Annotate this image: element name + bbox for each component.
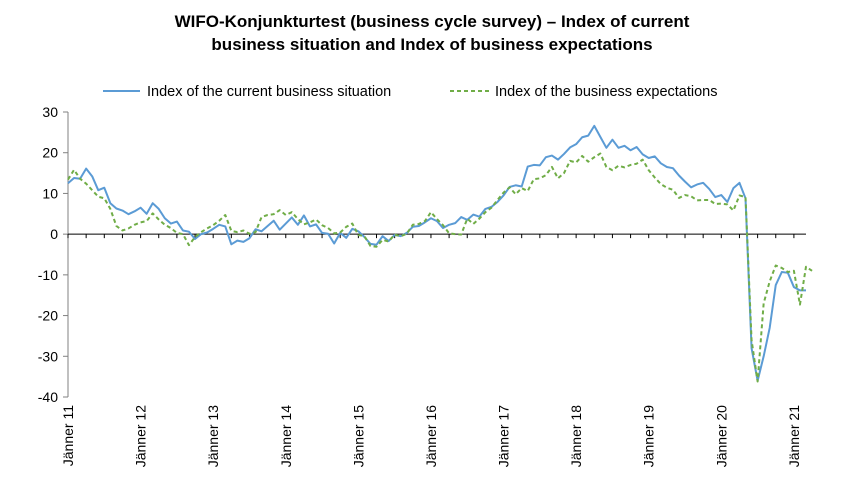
legend-label: Index of the current business situation: [147, 84, 391, 100]
y-tick-label: 10: [42, 185, 58, 201]
x-tick-label: Jänner 12: [133, 405, 149, 467]
x-tick-label: Jänner 14: [278, 405, 294, 467]
y-tick-label: -10: [38, 267, 58, 283]
x-tick-label: Jänner 18: [568, 405, 584, 467]
x-tick-label: Jänner 15: [350, 405, 366, 467]
series-line-current-situation: [67, 124, 806, 382]
chart-title-line-2: business situation and Index of business…: [211, 35, 653, 54]
series-line-expectations: [67, 152, 813, 383]
plot-area: [67, 124, 813, 383]
x-tick-label: Jänner 20: [713, 405, 729, 467]
y-tick-label: 20: [42, 145, 58, 161]
y-tick-label: 0: [50, 226, 58, 242]
chart-title-line-1: WIFO-Konjunkturtest (business cycle surv…: [174, 12, 690, 31]
x-tick-label: Jänner 21: [786, 405, 802, 467]
y-tick-label: -30: [38, 348, 58, 364]
y-tick-label: -40: [38, 389, 58, 405]
legend-label: Index of the business expectations: [495, 84, 717, 100]
legend: Index of the current business situation I…: [103, 84, 717, 100]
x-tick-label: Jänner 17: [496, 405, 512, 467]
x-tick-label: Jänner 13: [205, 405, 221, 467]
chart-title: WIFO-Konjunkturtest (business cycle surv…: [0, 10, 864, 56]
y-tick-label: 30: [42, 104, 58, 120]
x-tick-label: Jänner 16: [423, 405, 439, 467]
x-tick-label: Jänner 11: [60, 405, 76, 466]
y-tick-label: -20: [38, 308, 58, 324]
x-tick-label: Jänner 19: [641, 405, 657, 467]
